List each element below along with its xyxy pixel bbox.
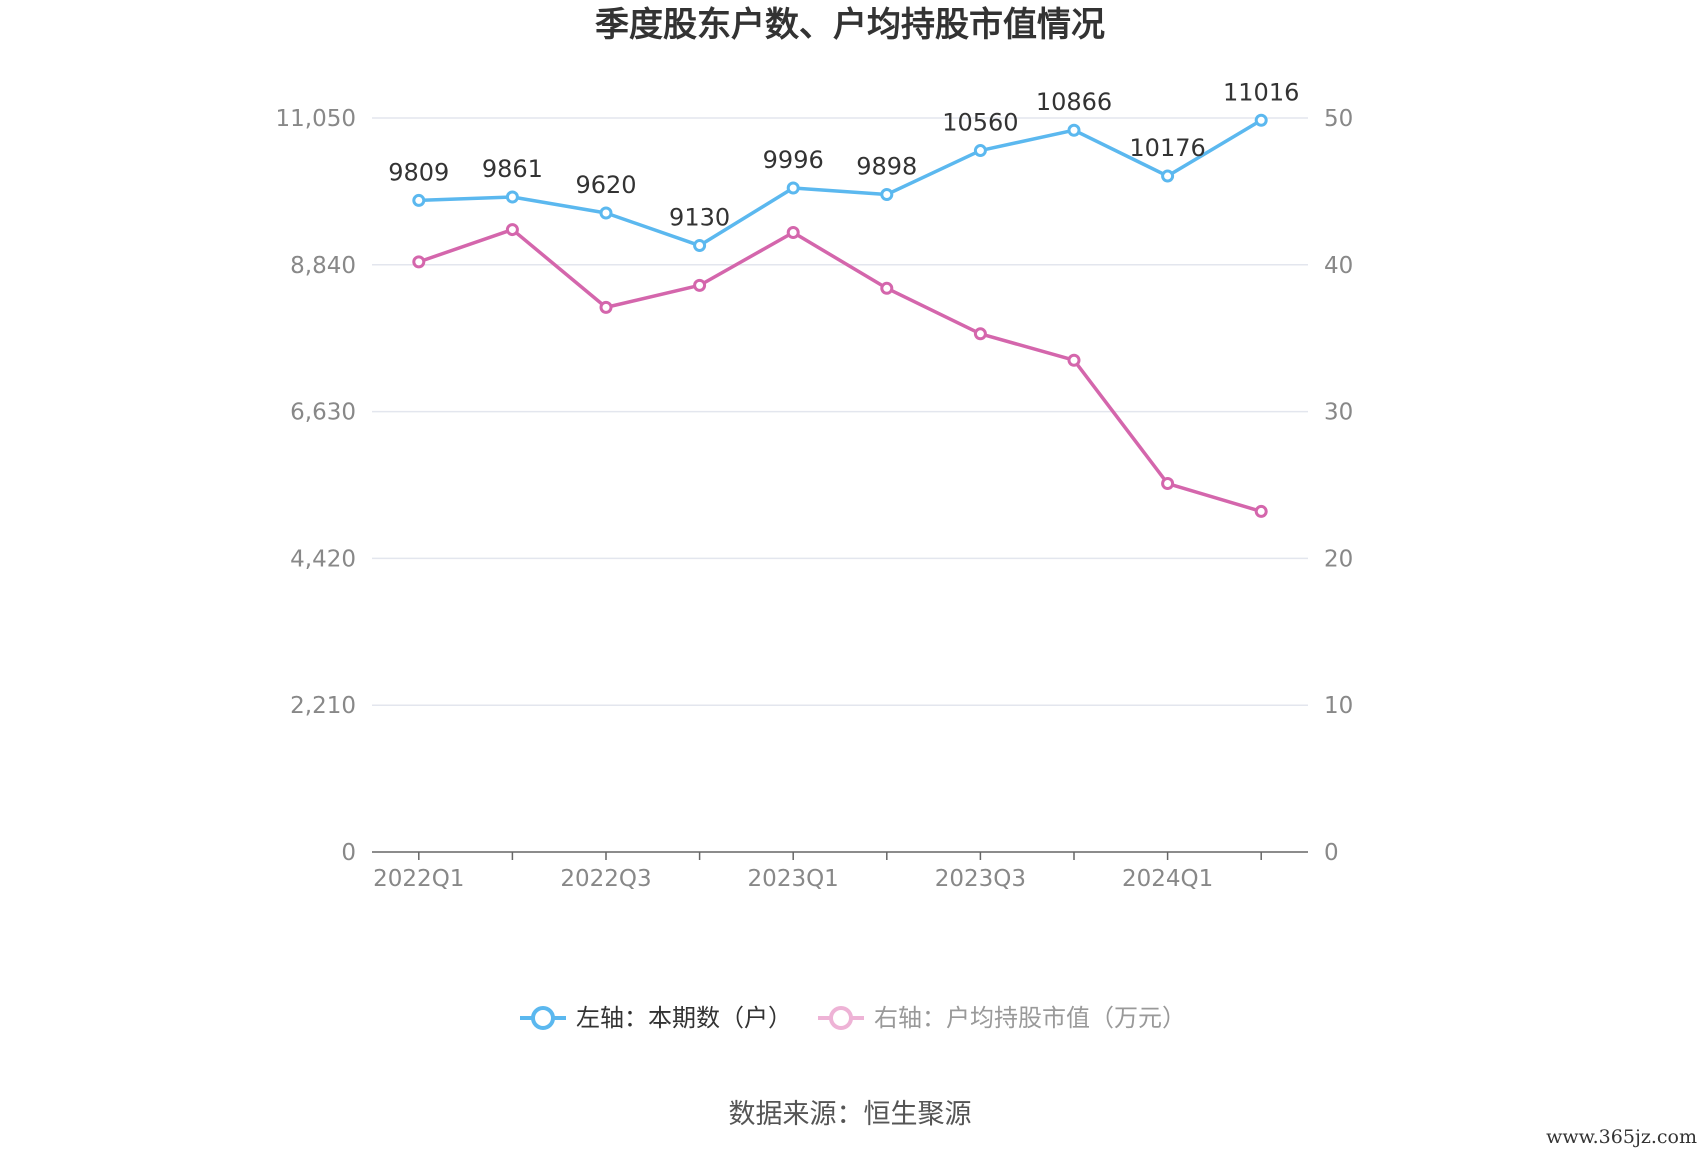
source-note: 数据来源：恒生聚源 [729,1099,972,1130]
grid-lines [372,117,1308,706]
legend-left-marker-icon [531,1006,555,1030]
series-point-left[interactable] [880,188,894,202]
y-right-tick-label: 30 [1324,400,1353,426]
y-right-tick-label: 0 [1324,840,1339,866]
y-right-tick-label: 50 [1324,106,1353,132]
y-left-tick-label: 2,210 [290,693,356,719]
data-label: 10176 [1129,134,1205,162]
series-group: 9809 9861 9620 9130 9996 9898 10560 10866 10176 1… [388,78,1299,518]
series-point-left[interactable] [1254,113,1268,127]
x-tick-label: 2023Q1 [748,866,839,892]
data-label: 9898 [856,153,917,181]
watermark: www.365jz.com [1546,1126,1697,1148]
legend-item-right[interactable]: 右轴：户均持股市值（万元） [818,1004,1186,1032]
data-label: 10560 [942,109,1018,137]
series-line-left [418,118,1263,248]
series-point-right[interactable] [505,223,519,237]
y-left-tick-label: 6,630 [290,400,356,426]
series-point-left[interactable] [412,193,426,207]
series-point-right[interactable] [1067,353,1081,367]
x-tick-label: 2023Q3 [935,866,1026,892]
y-right-tick-label: 20 [1324,546,1353,572]
chart-title: 季度股东户数、户均持股市值情况 [595,5,1105,45]
series-point-right[interactable] [1254,504,1268,518]
y-left-tick-label: 11,050 [276,106,356,132]
y-right-tick-label: 10 [1324,693,1353,719]
y-left-tick-label: 8,840 [290,253,356,279]
series-point-left[interactable] [505,190,519,204]
series-point-left[interactable] [1067,123,1081,137]
series-point-right[interactable] [693,278,707,292]
series-line-right [418,227,1262,514]
series-point-left[interactable] [973,144,987,158]
legend-right-marker-icon [829,1006,853,1030]
x-tick-label: 2024Q1 [1122,866,1213,892]
series-point-right[interactable] [786,226,800,240]
series-point-right[interactable] [880,281,894,295]
y-right-tick-label: 40 [1324,253,1353,279]
series-point-left[interactable] [693,239,707,253]
series-point-right[interactable] [1161,477,1175,491]
x-tick-label: 2022Q1 [373,866,464,892]
series-point-left[interactable] [786,181,800,195]
legend[interactable]: 左轴：本期数（户） 右轴：户均持股市值（万元） [520,1004,1186,1032]
data-label: 9130 [669,204,730,232]
data-label: 10866 [1036,88,1112,116]
data-label: 11016 [1223,78,1299,106]
series-point-left[interactable] [1161,169,1175,183]
x-tick-label: 2022Q3 [560,866,651,892]
data-label: 9620 [575,171,636,199]
legend-left-label: 左轴：本期数（户） [576,1004,792,1032]
y-left-tick-label: 4,420 [290,546,356,572]
series-point-right[interactable] [973,327,987,341]
data-label: 9996 [763,146,824,174]
series-point-right[interactable] [412,255,426,269]
axes: 0 0 2,210 10 4,420 20 6,630 30 8,840 40 11,050 50 20… [276,106,1354,892]
legend-item-left[interactable]: 左轴：本期数（户） [520,1004,792,1032]
series-point-left[interactable] [599,206,613,220]
data-label: 9861 [482,155,543,183]
data-label: 9809 [388,158,449,186]
legend-right-label: 右轴：户均持股市值（万元） [874,1004,1186,1032]
y-left-tick-label: 0 [341,840,356,866]
series-point-right[interactable] [599,300,613,314]
